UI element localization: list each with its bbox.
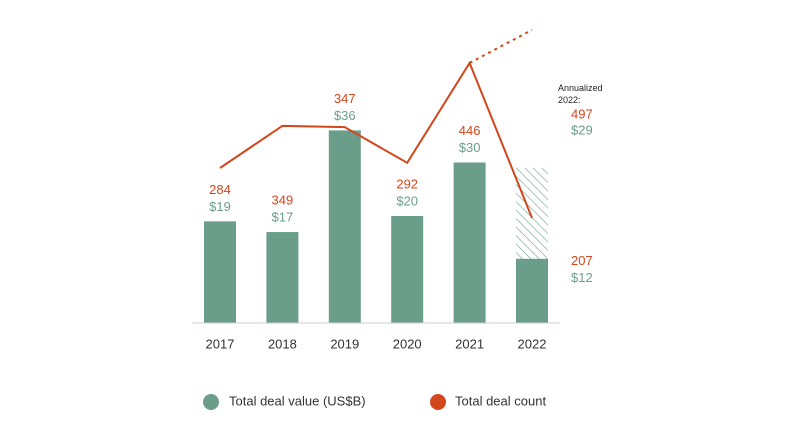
value-label: $12 — [571, 270, 593, 285]
legend-label: Total deal count — [455, 393, 546, 408]
count-label: 207 — [571, 253, 593, 268]
annualized-value-label: $29 — [571, 122, 593, 137]
bar — [328, 130, 361, 323]
legend-marker — [203, 394, 219, 410]
value-label: $19 — [209, 199, 231, 214]
count-label: 349 — [272, 192, 294, 207]
annotation: Annualized 2022: — [558, 83, 603, 105]
bar — [516, 258, 548, 323]
count-label: 292 — [396, 176, 418, 191]
legend-marker — [430, 394, 446, 410]
value-label: $17 — [272, 209, 294, 224]
x-tick-label: 2017 — [206, 336, 235, 351]
bar — [204, 221, 236, 323]
bar — [453, 162, 486, 323]
annualized-line — [469, 29, 533, 64]
legend-label: Total deal value (US$B) — [229, 393, 366, 408]
x-tick-label: 2019 — [330, 336, 359, 351]
annualized-count-label: 497 — [571, 106, 593, 121]
x-tick-label: 2018 — [268, 336, 297, 351]
bar — [391, 216, 424, 323]
count-label: 446 — [459, 123, 481, 138]
value-label: $36 — [334, 108, 356, 123]
value-label: $20 — [396, 193, 418, 208]
x-tick-label: 2020 — [393, 336, 422, 351]
count-label: 284 — [209, 182, 231, 197]
x-tick-label: 2021 — [455, 336, 484, 351]
count-label: 347 — [334, 91, 356, 106]
x-tick-label: 2022 — [518, 336, 547, 351]
value-label: $30 — [459, 140, 481, 155]
line — [219, 60, 533, 219]
bar — [266, 232, 299, 323]
